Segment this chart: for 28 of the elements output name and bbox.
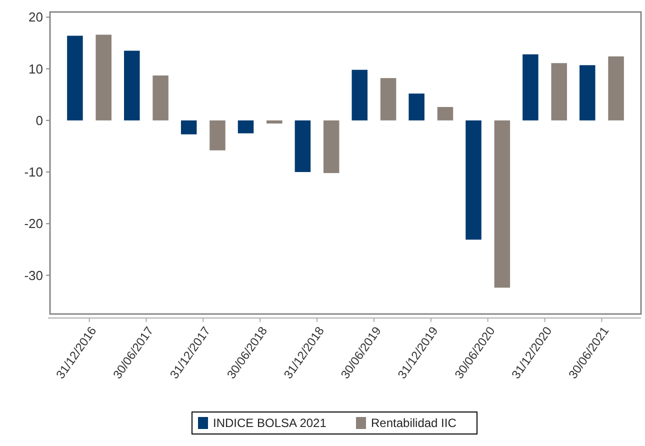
bar (551, 63, 567, 120)
y-tick-label: -30 (24, 268, 43, 283)
bar (96, 34, 112, 120)
bar (437, 106, 454, 120)
legend-label: Rentabilidad IIC (371, 416, 457, 430)
y-tick-label: 0 (36, 112, 43, 128)
y-tick-label: -10 (24, 164, 43, 180)
y-tick-label: -20 (24, 216, 43, 232)
bar (152, 75, 168, 120)
bar (67, 36, 83, 120)
bar (238, 120, 254, 134)
y-tick-label: 10 (28, 61, 43, 76)
bar (494, 120, 510, 288)
bar (124, 50, 140, 120)
bar (380, 78, 396, 120)
bar (180, 120, 197, 134)
bar (522, 54, 538, 120)
bar (323, 120, 340, 174)
bar (608, 56, 624, 120)
bar (352, 70, 368, 120)
bar (408, 94, 424, 120)
y-tick-label: 20 (28, 10, 43, 25)
bar (266, 120, 282, 124)
bar (466, 120, 482, 240)
bar (210, 120, 226, 150)
bar (580, 65, 596, 120)
legend-label: INDICE BOLSA 2021 (213, 416, 327, 430)
bar (294, 120, 311, 172)
